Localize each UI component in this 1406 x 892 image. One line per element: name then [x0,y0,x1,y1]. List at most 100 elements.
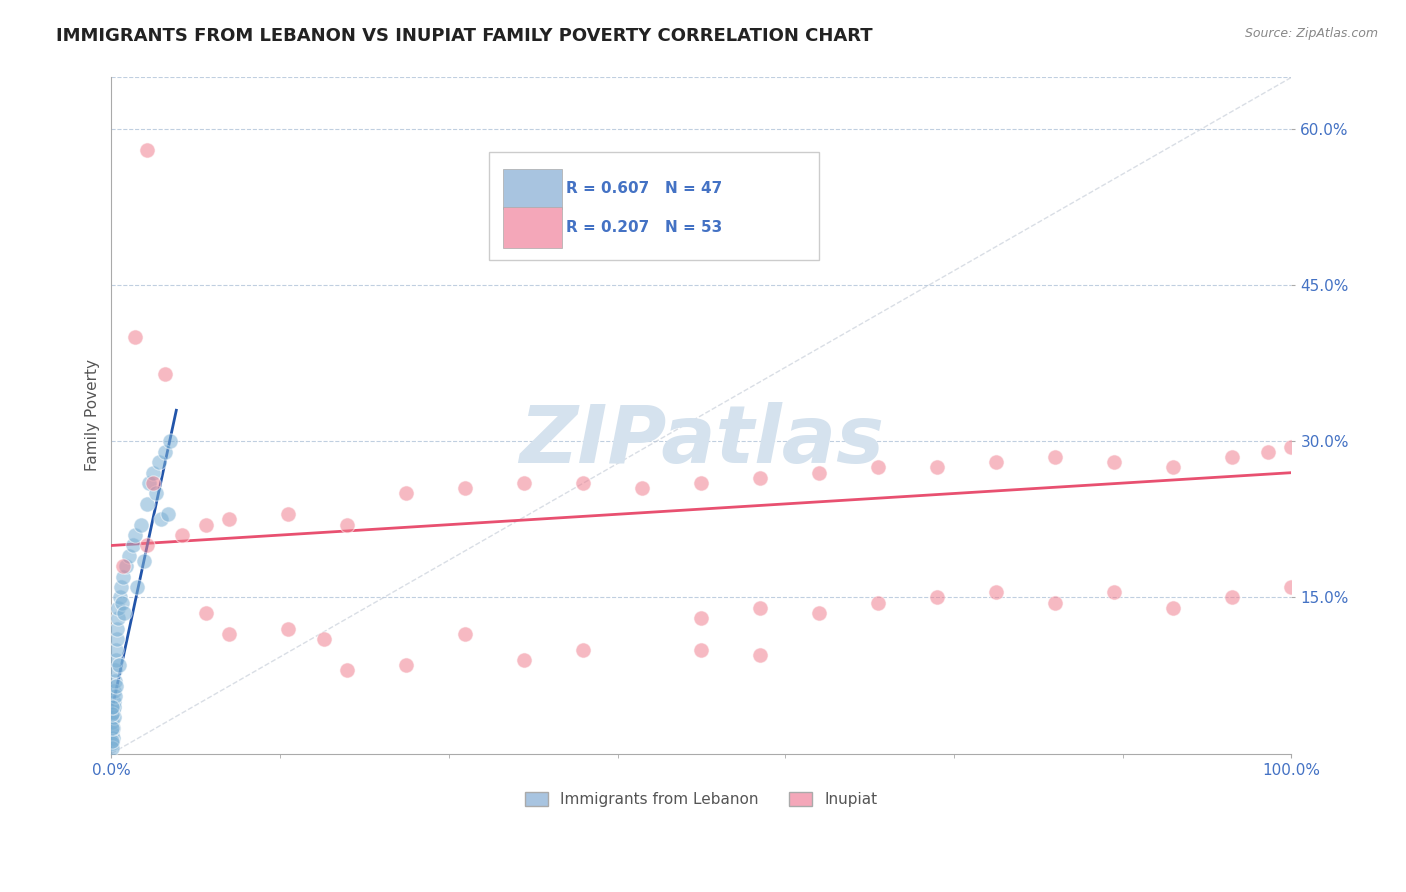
Point [101,734,124,748]
Text: R = 0.607   N = 47: R = 0.607 N = 47 [565,181,721,196]
Point [112,570,135,584]
FancyBboxPatch shape [503,207,562,248]
Text: Source: ZipAtlas.com: Source: ZipAtlas.com [1244,27,1378,40]
Point [927,591,949,605]
Point [1279,580,1302,594]
Point [111,596,134,610]
Point [513,653,536,667]
FancyBboxPatch shape [503,169,562,210]
Point [104,663,127,677]
Point [127,580,149,594]
Point [101,699,124,714]
Point [135,497,157,511]
Point [454,481,477,495]
Point [104,673,127,688]
Point [101,721,124,735]
Point [1161,460,1184,475]
Point [1045,450,1067,464]
FancyBboxPatch shape [489,152,820,260]
Point [1257,445,1279,459]
Point [159,434,181,449]
Point [105,642,128,657]
Point [135,539,157,553]
Point [112,559,135,574]
Point [142,466,165,480]
Point [513,476,536,491]
Point [1104,585,1126,599]
Point [101,731,124,745]
Point [104,679,127,693]
Point [194,517,217,532]
Point [108,658,131,673]
Point [100,736,122,750]
Point [142,476,165,491]
Point [118,549,141,563]
Point [107,601,129,615]
Legend: Immigrants from Lebanon, Inupiat: Immigrants from Lebanon, Inupiat [519,786,884,814]
Point [105,632,128,646]
Point [148,455,170,469]
Point [1104,455,1126,469]
Point [690,476,713,491]
Point [572,476,595,491]
Point [100,741,122,756]
Point [312,632,335,646]
Point [107,611,129,625]
Point [336,663,359,677]
Point [454,627,477,641]
Point [808,606,831,620]
Point [124,330,146,344]
Point [927,460,949,475]
Point [690,611,713,625]
Point [103,694,125,708]
Point [101,721,124,735]
Point [135,143,157,157]
Point [138,476,160,491]
Point [986,455,1008,469]
Point [134,554,156,568]
Point [121,539,143,553]
Point [103,684,125,698]
Point [105,622,128,636]
Point [153,367,176,381]
Point [690,642,713,657]
Point [631,481,654,495]
Point [218,512,240,526]
Text: R = 0.207   N = 53: R = 0.207 N = 53 [565,220,721,235]
Y-axis label: Family Poverty: Family Poverty [86,359,100,472]
Point [868,460,890,475]
Point [194,606,217,620]
Point [124,528,146,542]
Point [110,580,132,594]
Text: IMMIGRANTS FROM LEBANON VS INUPIAT FAMILY POVERTY CORRELATION CHART: IMMIGRANTS FROM LEBANON VS INUPIAT FAMIL… [56,27,873,45]
Point [1279,440,1302,454]
Point [172,528,194,542]
Point [129,517,152,532]
Point [1220,591,1243,605]
Point [395,658,418,673]
Point [103,710,125,724]
Point [749,648,772,662]
Point [108,591,131,605]
Point [395,486,418,500]
Point [1161,601,1184,615]
Point [868,596,890,610]
Point [101,706,124,721]
Point [103,699,125,714]
Point [104,653,127,667]
Point [336,517,359,532]
Point [112,606,135,620]
Point [572,642,595,657]
Point [153,445,176,459]
Point [149,512,172,526]
Point [104,690,127,704]
Point [114,559,136,574]
Point [749,471,772,485]
Point [101,705,124,719]
Text: ZIPatlas: ZIPatlas [519,402,884,481]
Point [277,508,299,522]
Point [157,508,180,522]
Point [218,627,240,641]
Point [808,466,831,480]
Point [986,585,1008,599]
